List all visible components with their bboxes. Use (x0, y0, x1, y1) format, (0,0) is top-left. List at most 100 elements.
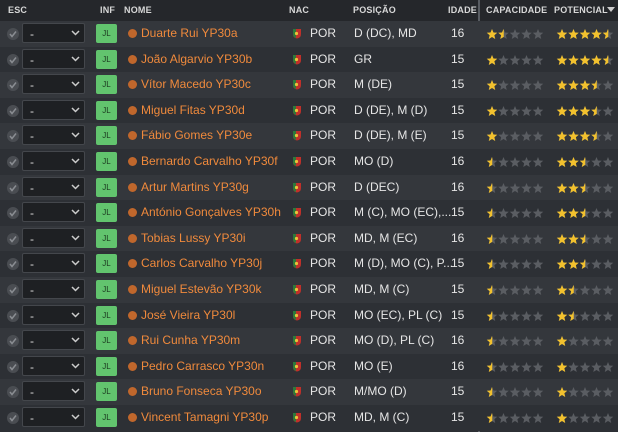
player-row[interactable]: - JL Bruno Fonseca YP30o POR M/MO (D) 15 (0, 379, 618, 405)
jl-button[interactable]: JL (96, 100, 117, 120)
select-dropdown[interactable]: - (22, 125, 85, 146)
jl-button[interactable]: JL (96, 75, 117, 95)
player-name[interactable]: Bruno Fonseca YP30o (141, 384, 262, 399)
player-row[interactable]: - JL Rui Cunha YP30m POR MO (D), PL (C) 16 (0, 328, 618, 354)
jl-button[interactable]: JL (96, 305, 117, 325)
select-dropdown[interactable]: - (22, 202, 85, 223)
info-icon[interactable] (128, 208, 137, 218)
player-row[interactable]: - JL Duarte Rui YP30a POR D (DC), MD 16 (0, 21, 618, 47)
player-row[interactable]: - JL Vincent Tamagni YP30p POR MD, M (C) 15 (0, 405, 618, 431)
player-row[interactable]: - JL Vítor Macedo YP30c POR M (DE) 15 (0, 72, 618, 98)
column-header[interactable]: CAPACIDADE (486, 5, 548, 15)
jl-button[interactable]: JL (96, 408, 117, 427)
select-dropdown[interactable]: - (22, 330, 85, 351)
info-icon[interactable] (128, 233, 137, 243)
select-dropdown[interactable]: - (22, 99, 85, 120)
info-icon[interactable] (128, 105, 137, 115)
info-icon[interactable] (128, 387, 137, 397)
player-row[interactable]: - JL Artur Martins YP30g POR D (DEC) 16 (0, 174, 618, 201)
checkbox[interactable] (7, 28, 19, 40)
checkbox[interactable] (7, 53, 19, 66)
checkbox[interactable] (7, 284, 19, 296)
jl-button[interactable]: JL (96, 152, 117, 171)
jl-button[interactable]: JL (96, 49, 117, 69)
checkbox[interactable] (7, 309, 19, 322)
select-dropdown[interactable]: - (22, 279, 85, 299)
player-row[interactable]: - JL Fábio Gomes YP30e POR D (DE), M (E) 15 (0, 123, 618, 149)
player-name[interactable]: António Gonçalves YP30h (141, 205, 281, 220)
select-dropdown[interactable]: - (22, 304, 85, 325)
player-name[interactable]: José Vieira YP30l (141, 307, 236, 322)
jl-button[interactable]: JL (96, 382, 117, 402)
select-dropdown[interactable]: - (22, 355, 85, 376)
info-icon[interactable] (128, 157, 137, 166)
info-icon[interactable] (128, 413, 137, 422)
checkbox[interactable] (7, 412, 19, 424)
checkbox[interactable] (7, 258, 19, 271)
column-header[interactable]: NAC (289, 5, 310, 15)
select-dropdown[interactable]: - (22, 23, 85, 43)
player-row[interactable]: - JL José Vieira YP30l POR MO (EC), PL (C) 15 (0, 302, 618, 329)
player-name[interactable]: Miguel Estevão YP30k (141, 282, 262, 296)
column-header[interactable]: IDADE (448, 5, 478, 15)
select-dropdown[interactable]: - (22, 74, 85, 95)
checkbox[interactable] (7, 130, 19, 143)
jl-button[interactable]: JL (96, 126, 117, 146)
jl-button[interactable]: JL (96, 24, 117, 43)
checkbox[interactable] (7, 79, 19, 92)
checkbox[interactable] (7, 181, 19, 194)
player-name[interactable]: Fábio Gomes YP30e (141, 128, 253, 143)
player-name[interactable]: Duarte Rui YP30a (141, 26, 238, 40)
select-dropdown[interactable]: - (22, 253, 85, 274)
checkbox[interactable] (7, 156, 19, 168)
player-row[interactable]: - JL Tobias Lussy YP30i POR MD, M (EC) 16 (0, 225, 618, 252)
column-header[interactable]: NOME (124, 5, 152, 15)
checkbox[interactable] (7, 104, 19, 117)
player-row[interactable]: - JL João Algarvio YP30b POR GR 15 (0, 46, 618, 73)
info-icon[interactable] (128, 285, 137, 294)
player-row[interactable]: - JL Miguel Estevão YP30k POR MD, M (C) 15 (0, 277, 618, 303)
player-row[interactable]: - JL Pedro Carrasco YP30n POR MO (E) 16 (0, 353, 618, 380)
select-dropdown[interactable]: - (22, 407, 85, 427)
player-row[interactable]: - JL António Gonçalves YP30h POR M (C), MO (… (0, 200, 618, 226)
player-row[interactable]: - JL Miguel Fitas YP30d POR D (DE), M (D) 15 (0, 97, 618, 124)
jl-button[interactable]: JL (96, 203, 117, 223)
info-icon[interactable] (128, 80, 137, 90)
info-icon[interactable] (128, 259, 137, 269)
checkbox[interactable] (7, 232, 19, 245)
player-row[interactable]: - JL Carlos Carvalho YP30j POR M (D), MO (C)… (0, 251, 618, 277)
player-name[interactable]: Tobias Lussy YP30i (141, 230, 246, 245)
checkbox[interactable] (7, 207, 19, 220)
player-name[interactable]: João Algarvio YP30b (141, 51, 253, 66)
info-icon[interactable] (128, 361, 137, 371)
column-header[interactable]: POSIÇÃO (353, 5, 396, 15)
info-icon[interactable] (128, 310, 137, 320)
player-name[interactable]: Pedro Carrasco YP30n (141, 358, 265, 373)
player-row[interactable]: - JL Bernardo Carvalho YP30f POR MO (D) 16 (0, 149, 618, 175)
jl-button[interactable]: JL (96, 177, 117, 197)
column-header[interactable]: INF (100, 5, 116, 15)
player-name[interactable]: Vítor Macedo YP30c (141, 77, 251, 92)
jl-button[interactable]: JL (96, 228, 117, 248)
column-header[interactable]: ESC (8, 5, 28, 15)
player-name[interactable]: Bernardo Carvalho YP30f (141, 154, 278, 168)
jl-button[interactable]: JL (96, 254, 117, 274)
select-dropdown[interactable]: - (22, 227, 85, 248)
checkbox[interactable] (7, 386, 19, 399)
player-name[interactable]: Vincent Tamagni YP30p (141, 410, 269, 424)
jl-button[interactable]: JL (96, 331, 117, 351)
jl-button[interactable]: JL (96, 356, 117, 376)
player-name[interactable]: Miguel Fitas YP30d (141, 102, 245, 117)
info-icon[interactable] (128, 29, 137, 38)
player-name[interactable]: Rui Cunha YP30m (141, 333, 241, 348)
info-icon[interactable] (128, 182, 137, 192)
checkbox[interactable] (7, 335, 19, 348)
jl-button[interactable]: JL (96, 280, 117, 299)
select-dropdown[interactable]: - (22, 176, 85, 197)
select-dropdown[interactable]: - (22, 48, 85, 69)
player-name[interactable]: Carlos Carvalho YP30j (141, 256, 263, 271)
info-icon[interactable] (128, 131, 137, 141)
player-name[interactable]: Artur Martins YP30g (141, 179, 249, 194)
info-icon[interactable] (128, 336, 137, 346)
info-icon[interactable] (128, 54, 137, 64)
